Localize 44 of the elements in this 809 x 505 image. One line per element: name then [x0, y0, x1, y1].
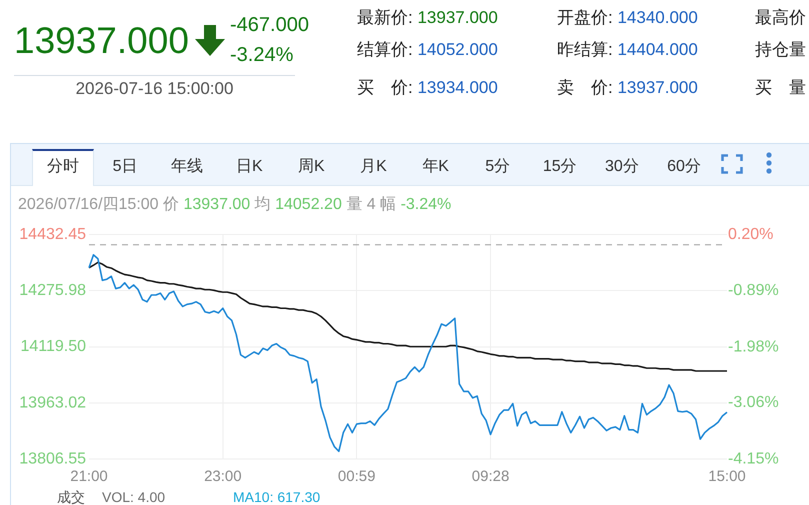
text: 年K [421, 157, 450, 177]
text: 15分 [542, 157, 578, 177]
x-tick-label: 09:28 [472, 468, 510, 486]
text: 昨结算: 14404.000 [557, 40, 698, 59]
text: -3.24% [230, 43, 294, 67]
text: 成交 [57, 489, 85, 505]
text: 13937.000 [616, 78, 698, 97]
y2-tick-label: 0.20% [728, 226, 774, 244]
text: 分时 [46, 157, 80, 177]
y-tick-label: 14275.98 [19, 282, 86, 300]
text: 13937.000 [14, 20, 189, 61]
y-tick-label: 14119.50 [20, 338, 86, 356]
text: 卖 价: [557, 78, 613, 97]
y2-tick-label: -3.06% [728, 394, 779, 412]
text: 最新价: 13937.000 [357, 8, 498, 27]
y-tick-label: 14432.45 [19, 226, 86, 244]
text: 月K [359, 157, 388, 177]
text: 日K [234, 157, 264, 177]
text: 2026/07/16/四15:00 价 13937.00 均 14052.20 量 4 幅 -3.24% [18, 196, 452, 213]
text: 持仓量 [755, 40, 806, 59]
y-tick-label: 13806.55 [19, 450, 86, 468]
x-tick-label: 00:59 [338, 468, 376, 486]
text: 60分 [666, 157, 702, 177]
x-tick-label: 21:00 [70, 468, 108, 486]
y2-tick-label: -4.15% [728, 450, 779, 468]
text: 年线 [170, 157, 204, 177]
y2-tick-label: -1.98% [728, 338, 779, 356]
y-tick-label: 13963.02 [19, 394, 86, 412]
text: 周K [297, 157, 326, 177]
text: 买 价: 13934.000 [357, 78, 498, 97]
x-tick-label: 15:00 [708, 468, 746, 486]
text: 结算价: 14052.000 [357, 40, 498, 59]
x-tick-label: 23:00 [204, 468, 242, 486]
y2-tick-label: -0.89% [728, 282, 779, 300]
text: 买 量 [755, 78, 806, 97]
text: 开盘价: 14340.000 [557, 8, 698, 27]
text: VOL: 4.00 [102, 489, 166, 505]
text: MA10: 617.30 [233, 489, 320, 505]
text: 30分 [604, 157, 640, 177]
text: 2026-07-16 15:00:00 [74, 79, 234, 99]
text: 5分 [484, 157, 512, 177]
text: 5日 [112, 157, 139, 177]
text: 最高价 [755, 8, 806, 27]
text: -467.000 [230, 13, 309, 37]
